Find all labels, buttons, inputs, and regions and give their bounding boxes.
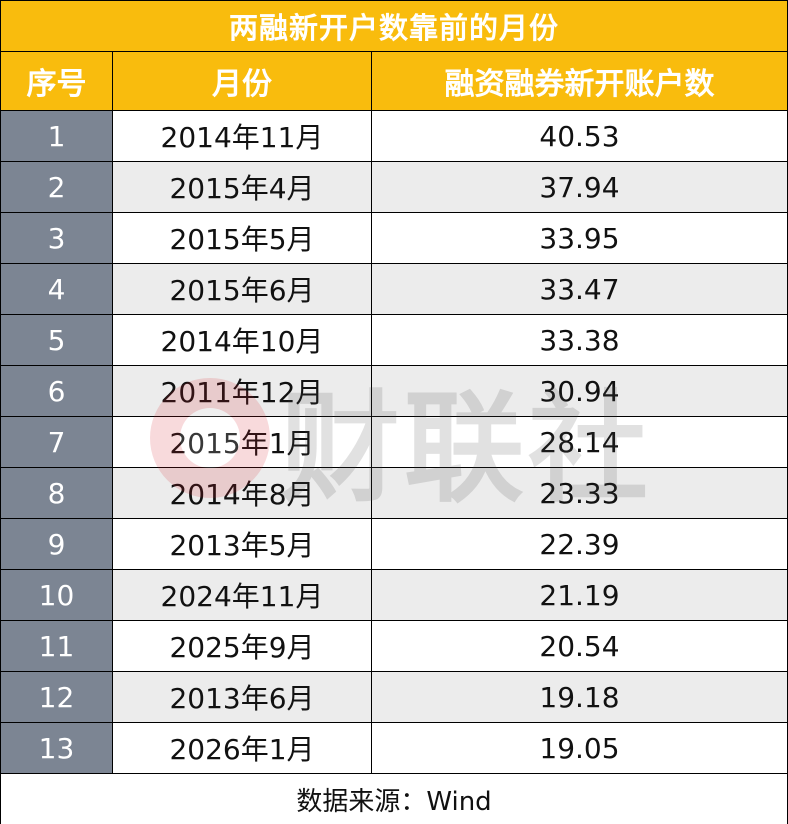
row-month: 2024年11月 [113, 570, 372, 620]
row-month: 2014年11月 [113, 111, 372, 161]
table-row: 12 2013年6月 19.18 [1, 672, 787, 723]
table-row: 11 2025年9月 20.54 [1, 621, 787, 672]
row-value: 33.38 [372, 315, 787, 365]
header-month: 月份 [113, 52, 372, 110]
table-row: 2 2015年4月 37.94 [1, 162, 787, 213]
row-month: 2014年10月 [113, 315, 372, 365]
row-value: 23.33 [372, 468, 787, 518]
row-index: 4 [1, 264, 113, 314]
row-index: 2 [1, 162, 113, 212]
table-row: 13 2026年1月 19.05 [1, 723, 787, 774]
header-index: 序号 [1, 52, 113, 110]
table-row: 1 2014年11月 40.53 [1, 111, 787, 162]
row-index: 8 [1, 468, 113, 518]
table-row: 9 2013年5月 22.39 [1, 519, 787, 570]
table-row: 10 2024年11月 21.19 [1, 570, 787, 621]
row-value: 33.47 [372, 264, 787, 314]
row-month: 2015年4月 [113, 162, 372, 212]
table-row: 4 2015年6月 33.47 [1, 264, 787, 315]
row-month: 2026年1月 [113, 723, 372, 773]
row-value: 21.19 [372, 570, 787, 620]
table-body: 1 2014年11月 40.53 2 2015年4月 37.94 3 2015年… [1, 111, 787, 774]
row-value: 33.95 [372, 213, 787, 263]
row-index: 13 [1, 723, 113, 773]
row-month: 2013年6月 [113, 672, 372, 722]
row-value: 19.05 [372, 723, 787, 773]
table-header-row: 序号 月份 融资融券新开账户数 [1, 52, 787, 111]
row-index: 6 [1, 366, 113, 416]
row-index: 10 [1, 570, 113, 620]
row-value: 28.14 [372, 417, 787, 467]
row-month: 2011年12月 [113, 366, 372, 416]
table-row: 7 2015年1月 28.14 [1, 417, 787, 468]
row-index: 12 [1, 672, 113, 722]
row-value: 22.39 [372, 519, 787, 569]
row-index: 3 [1, 213, 113, 263]
row-index: 1 [1, 111, 113, 161]
table-row: 5 2014年10月 33.38 [1, 315, 787, 366]
row-value: 37.94 [372, 162, 787, 212]
table-row: 6 2011年12月 30.94 [1, 366, 787, 417]
table-row: 8 2014年8月 23.33 [1, 468, 787, 519]
row-month: 2015年1月 [113, 417, 372, 467]
row-index: 11 [1, 621, 113, 671]
row-value: 30.94 [372, 366, 787, 416]
row-month: 2025年9月 [113, 621, 372, 671]
row-index: 9 [1, 519, 113, 569]
row-value: 40.53 [372, 111, 787, 161]
row-month: 2014年8月 [113, 468, 372, 518]
row-index: 7 [1, 417, 113, 467]
source-note: 数据来源：Wind [1, 774, 787, 824]
table-row: 3 2015年5月 33.95 [1, 213, 787, 264]
row-month: 2015年5月 [113, 213, 372, 263]
header-value: 融资融券新开账户数 [444, 67, 715, 102]
row-index: 5 [1, 315, 113, 365]
row-value: 19.18 [372, 672, 787, 722]
row-value: 20.54 [372, 621, 787, 671]
row-month: 2015年6月 [113, 264, 372, 314]
row-month: 2013年5月 [113, 519, 372, 569]
table-title: 两融新开户数靠前的月份 [1, 1, 787, 52]
